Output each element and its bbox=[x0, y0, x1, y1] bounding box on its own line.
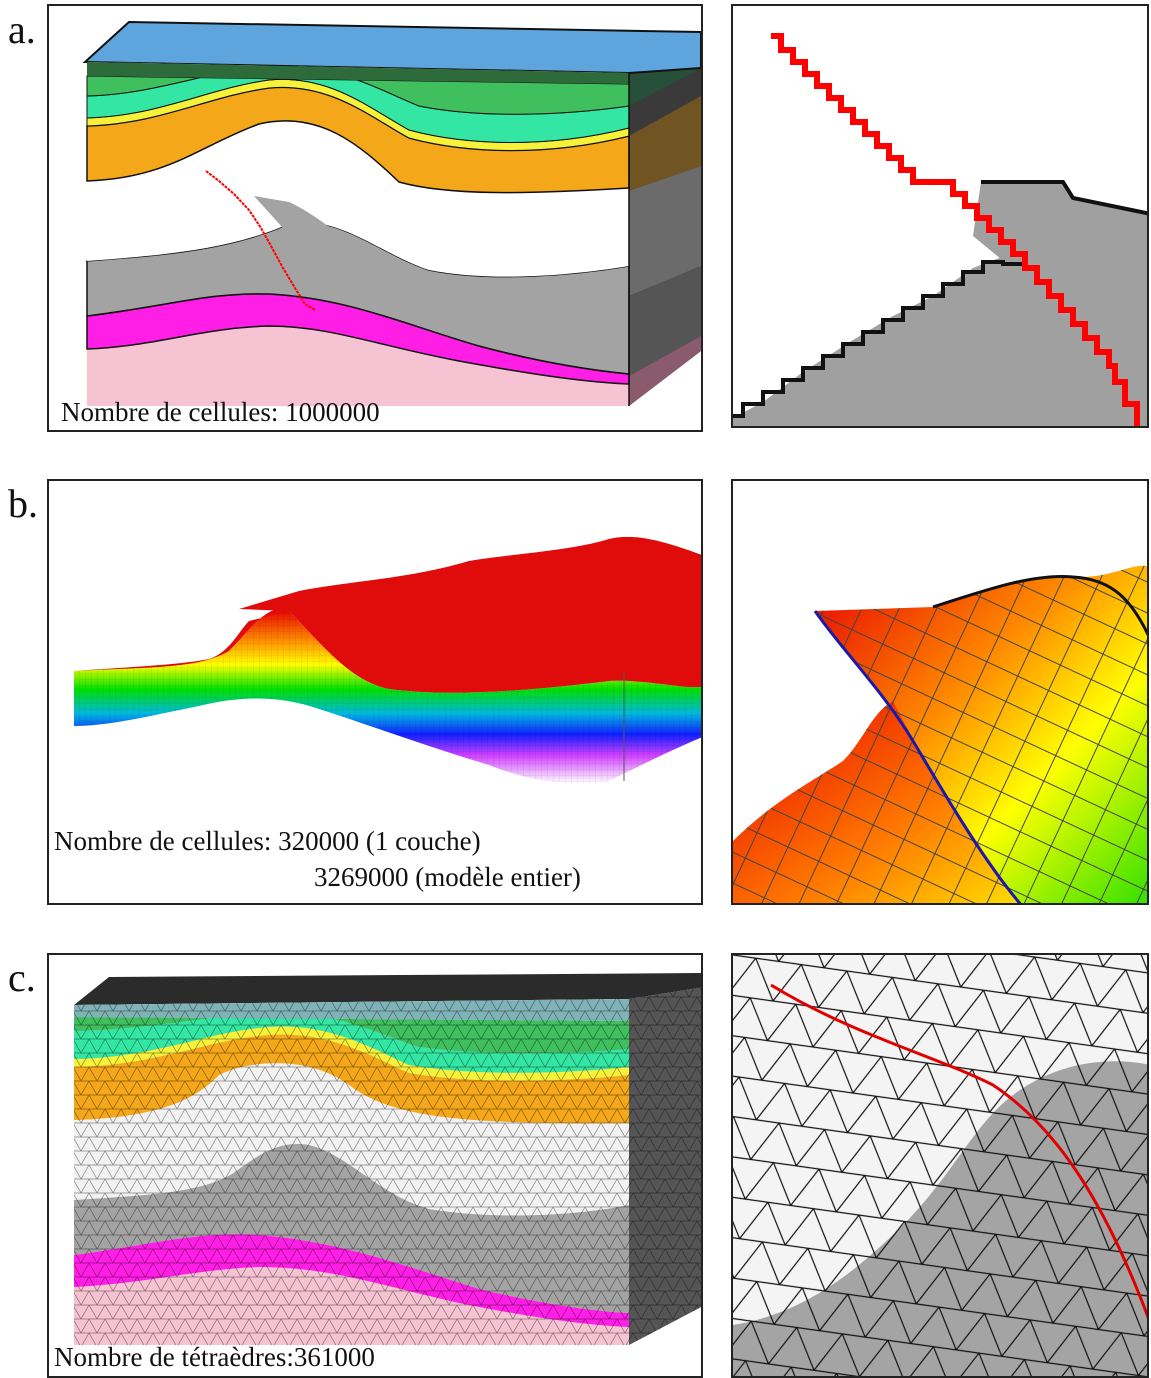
fault-line bbox=[205, 170, 316, 311]
corner-point-zoom bbox=[733, 565, 1147, 903]
corner-point-3d-model bbox=[74, 536, 701, 784]
panel-c-tetrahedral-model: Nombre de tétraèdres:361000 bbox=[47, 953, 703, 1378]
zoom-fault-plane bbox=[813, 610, 1022, 903]
zoom-gray-lower bbox=[733, 252, 1113, 426]
caption-a: Nombre de cellules: 1000000 bbox=[61, 397, 380, 427]
tetrahedral-3d-model bbox=[74, 973, 701, 1345]
structured-grid-zoom bbox=[733, 33, 1147, 426]
structured-grid-3d-model bbox=[82, 20, 701, 406]
panel-c-zoom bbox=[731, 953, 1149, 1378]
top-red-surface bbox=[239, 536, 701, 693]
panel-b-zoom bbox=[731, 479, 1149, 905]
panel-a-structured-grid-model: Nombre de cellules: 1000000 bbox=[47, 4, 703, 432]
zoom-triangle-mesh bbox=[733, 955, 1147, 1376]
panel-a-zoom bbox=[731, 4, 1149, 428]
white-layer bbox=[87, 120, 629, 277]
caption-c: Nombre de tétraèdres:361000 bbox=[54, 1342, 375, 1372]
panel-b-corner-point-model: Nombre de cellules: 320000 (1 couche) 32… bbox=[47, 479, 703, 905]
caption-b-line1: Nombre de cellules: 320000 (1 couche) bbox=[54, 826, 481, 856]
mesh-top-surface bbox=[74, 973, 701, 1005]
dark-green-layer bbox=[87, 62, 629, 84]
tetrahedral-mesh-overlay bbox=[74, 999, 629, 1345]
green-layer bbox=[86, 65, 630, 115]
row-a-label: a. bbox=[8, 7, 36, 52]
zoom-fault-line bbox=[771, 33, 1140, 426]
zoom-fault-curve bbox=[770, 983, 1147, 1319]
row-b-label: b. bbox=[8, 481, 38, 526]
tetrahedral-zoom bbox=[733, 955, 1147, 1376]
caption-b-line2: 3269000 (modèle entier) bbox=[314, 862, 581, 892]
row-c-label: c. bbox=[8, 955, 36, 1000]
